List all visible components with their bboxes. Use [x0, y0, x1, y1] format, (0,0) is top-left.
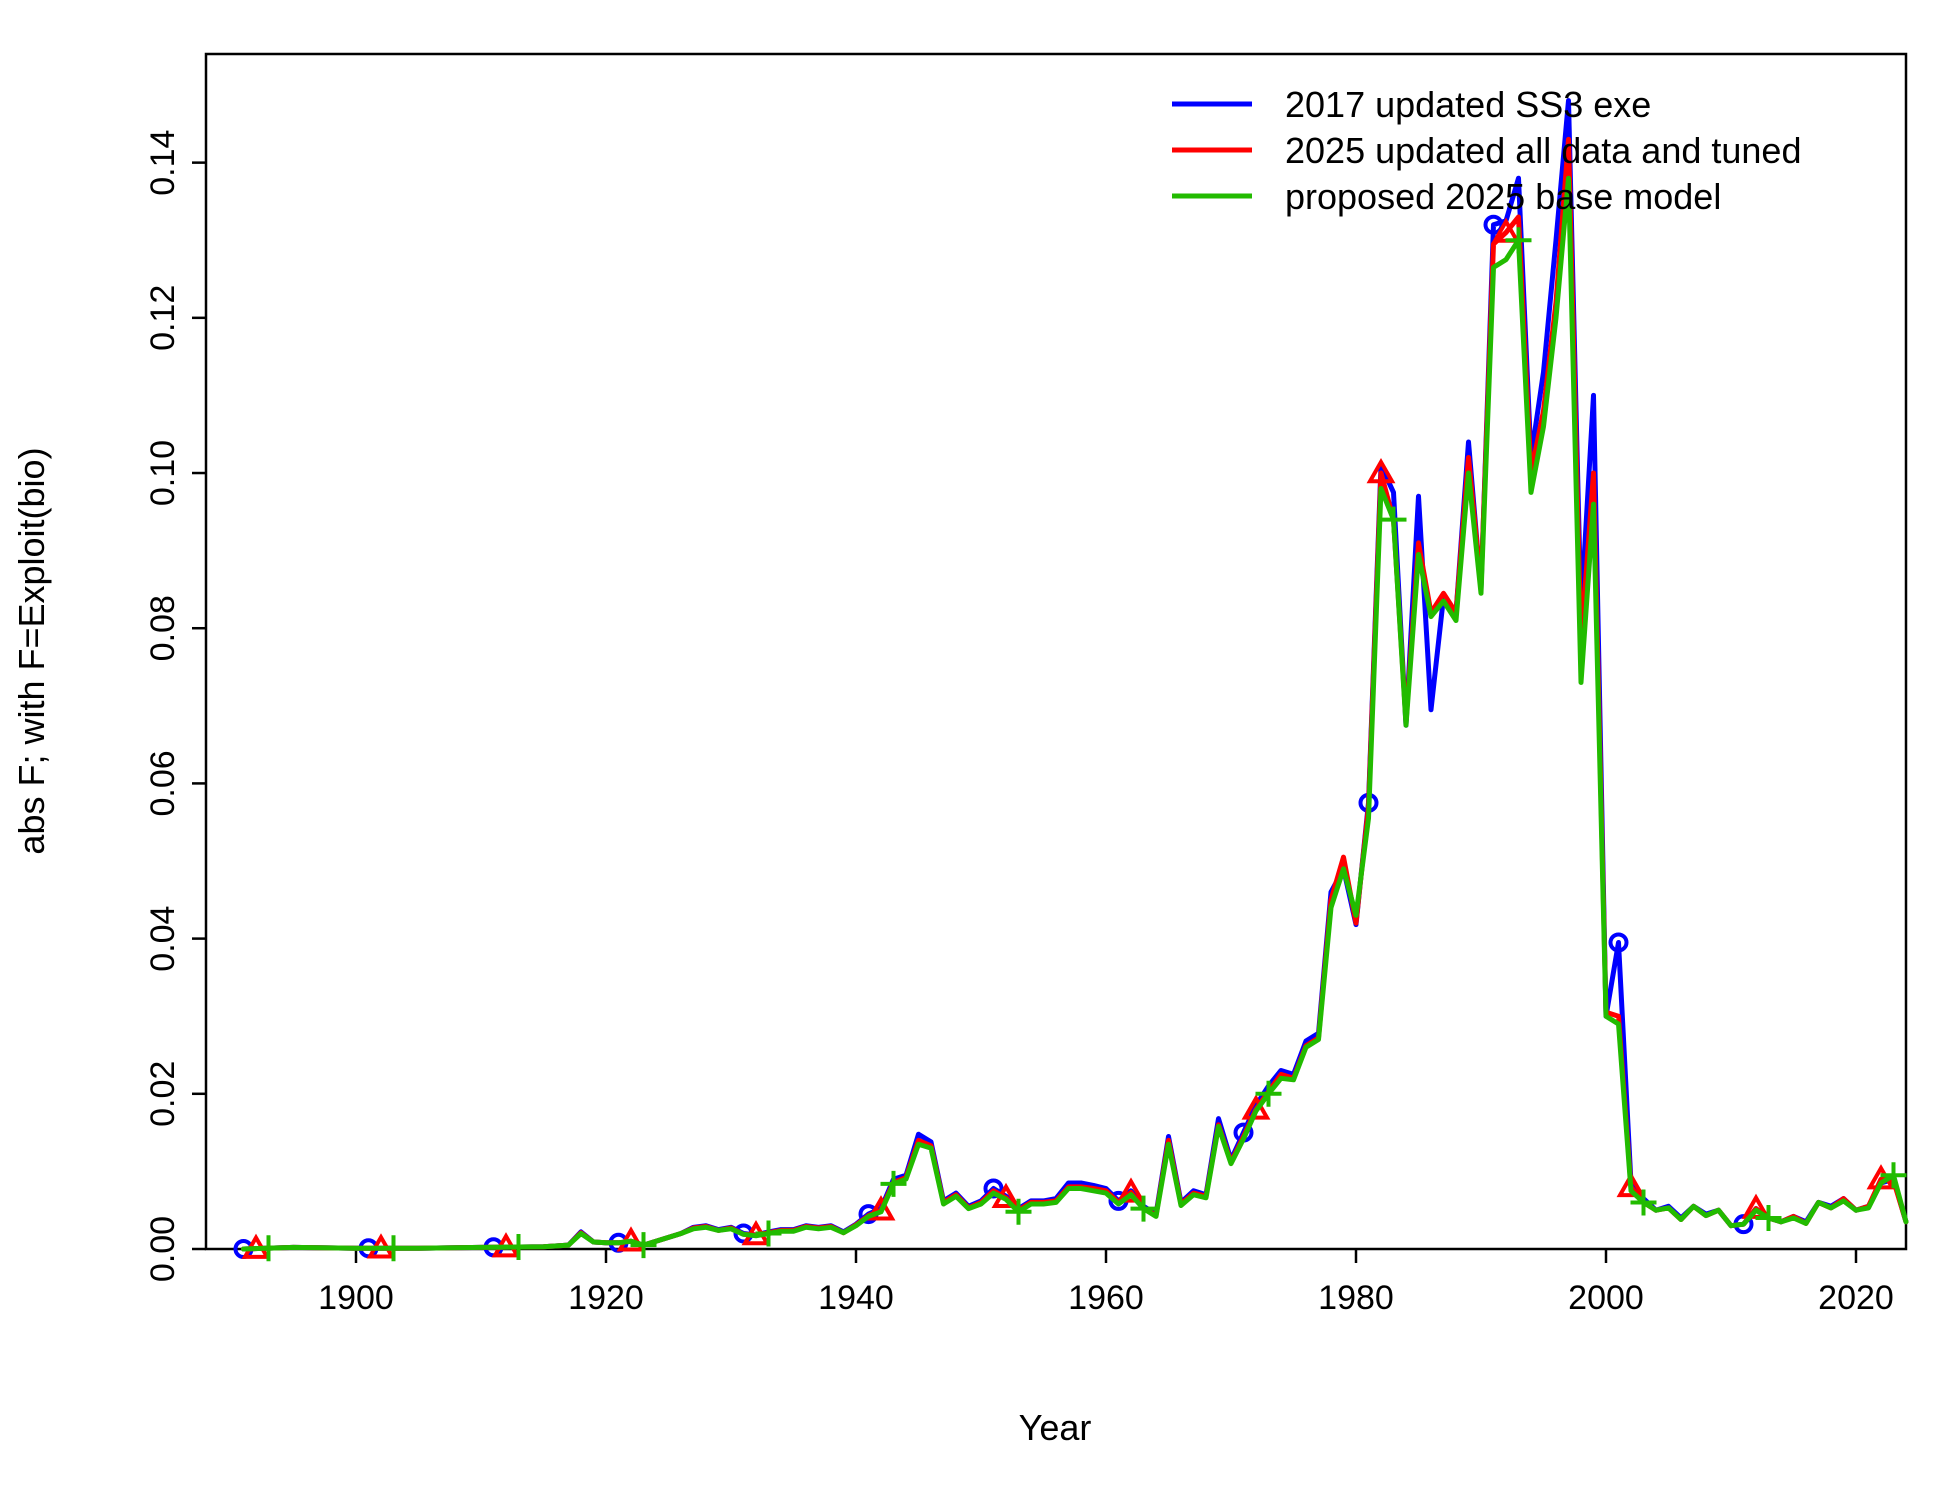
y-tick-label: 0.00: [144, 1216, 182, 1282]
series-0: [233, 98, 1909, 1259]
data-point: [630, 1232, 657, 1259]
data-point: [1241, 1094, 1271, 1120]
series-1: [241, 136, 1909, 1259]
data-point: [1255, 1080, 1282, 1107]
x-tick-label: 1940: [818, 1279, 894, 1317]
data-point: [1630, 1189, 1657, 1216]
x-axis: 1900 1920 1940 1960 1980 2000 2020: [318, 1249, 1894, 1317]
data-point: [755, 1220, 782, 1247]
x-tick-label: 1960: [1068, 1279, 1144, 1317]
data-point: [1483, 214, 1504, 235]
x-tick-label: 2020: [1818, 1279, 1894, 1317]
data-point: [1130, 1195, 1157, 1222]
data-point: [866, 1195, 896, 1221]
legend-label: proposed 2025 base model: [1285, 176, 1721, 217]
legend: 2017 updated SS3 exe 2025 updated all dat…: [1172, 84, 1801, 217]
data-point: [1880, 1162, 1907, 1189]
legend-label: 2017 updated SS3 exe: [1285, 84, 1651, 125]
y-tick-label: 0.02: [144, 1061, 182, 1127]
data-point: [880, 1170, 907, 1197]
data-point: [1505, 227, 1532, 254]
series-line: [241, 98, 1909, 1252]
y-tick-label: 0.10: [144, 440, 182, 506]
y-tick-label: 0.08: [144, 595, 182, 661]
y-axis-title: abs F; with F=Exploit(bio): [11, 447, 52, 854]
plot-frame: [204, 52, 1908, 1251]
data-point: [1616, 1171, 1646, 1198]
data-point: [1116, 1177, 1146, 1203]
data-point: [1380, 506, 1407, 533]
y-axis: 0.00 0.02 0.04 0.06 0.08 0.10 0.12 0.14: [144, 130, 206, 1282]
data-point: [983, 1178, 1004, 1199]
series-line: [241, 175, 1909, 1252]
y-tick-label: 0.14: [144, 130, 182, 196]
data-point: [255, 1235, 282, 1262]
data-point: [1366, 457, 1396, 484]
y-tick-label: 0.12: [144, 285, 182, 351]
x-tick-label: 1920: [568, 1279, 644, 1317]
data-point: [1608, 932, 1629, 953]
data-point: [1755, 1204, 1782, 1231]
data-point: [380, 1235, 407, 1262]
data-point: [1005, 1198, 1032, 1225]
x-axis-title: Year: [1019, 1407, 1092, 1448]
x-tick-label: 1900: [318, 1279, 394, 1317]
series-2: [241, 175, 1909, 1262]
legend-label: 2025 updated all data and tuned: [1285, 130, 1801, 171]
y-tick-label: 0.04: [144, 906, 182, 972]
data-point: [505, 1233, 532, 1260]
x-tick-label: 1980: [1318, 1279, 1394, 1317]
y-tick-label: 0.06: [144, 750, 182, 816]
series-line: [241, 136, 1909, 1252]
plot-series: [233, 98, 1909, 1262]
x-tick-label: 2000: [1568, 1279, 1644, 1317]
